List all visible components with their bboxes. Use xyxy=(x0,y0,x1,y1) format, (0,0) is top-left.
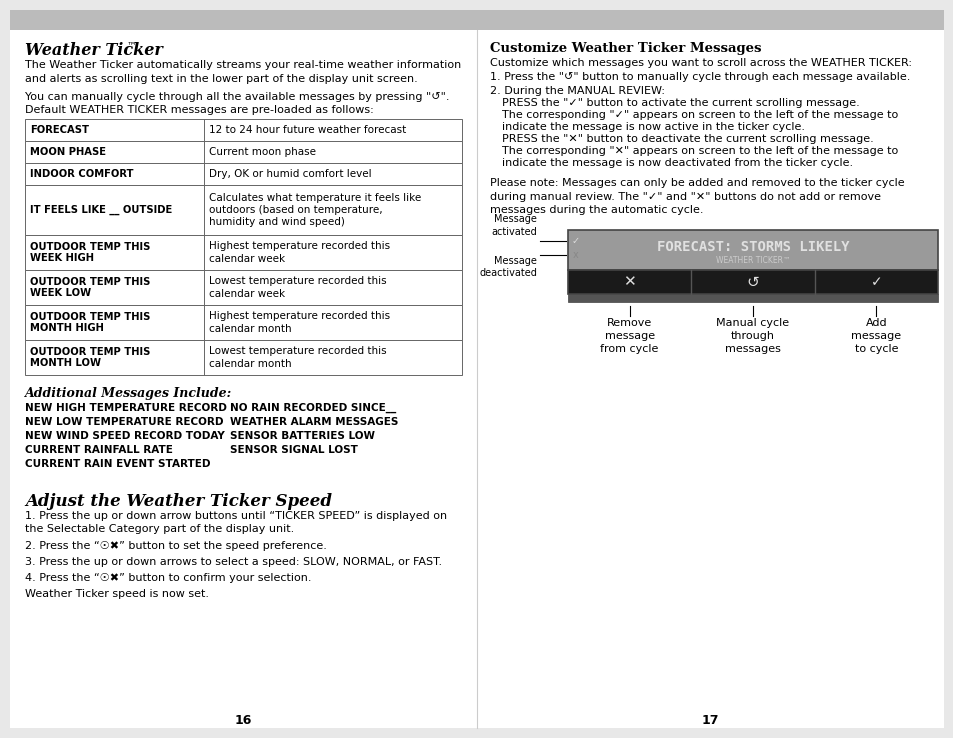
Bar xyxy=(25,340,461,375)
Text: Weather Ticker speed is now set.: Weather Ticker speed is now set. xyxy=(25,589,209,599)
Text: Customize Weather Ticker Messages: Customize Weather Ticker Messages xyxy=(490,42,760,55)
Text: Please note: Messages can only be added and removed to the ticker cycle
during m: Please note: Messages can only be added … xyxy=(490,178,903,215)
Text: 17: 17 xyxy=(700,714,718,726)
Bar xyxy=(567,294,937,302)
Text: 4. Press the “☉✖” button to confirm your selection.: 4. Press the “☉✖” button to confirm your… xyxy=(25,573,312,583)
Bar xyxy=(567,270,937,294)
Text: indicate the message is now deactivated from the ticker cycle.: indicate the message is now deactivated … xyxy=(501,158,852,168)
Text: PRESS the "✕" button to deactivate the current scrolling message.: PRESS the "✕" button to deactivate the c… xyxy=(501,134,873,144)
Text: NEW WIND SPEED RECORD TODAY: NEW WIND SPEED RECORD TODAY xyxy=(25,431,225,441)
Text: ✓: ✓ xyxy=(869,275,882,289)
Text: NO RAIN RECORDED SINCE__: NO RAIN RECORDED SINCE__ xyxy=(230,403,395,413)
Text: FORECAST: FORECAST xyxy=(30,125,89,135)
Text: Default WEATHER TICKER messages are pre-loaded as follows:: Default WEATHER TICKER messages are pre-… xyxy=(25,105,374,115)
Bar xyxy=(25,163,461,185)
Text: 12 to 24 hour future weather forecast: 12 to 24 hour future weather forecast xyxy=(209,125,406,135)
Bar xyxy=(25,141,461,163)
Bar xyxy=(10,10,943,30)
Text: PRESS the "✓" button to activate the current scrolling message.: PRESS the "✓" button to activate the cur… xyxy=(501,98,859,108)
Text: Dry, OK or humid comfort level: Dry, OK or humid comfort level xyxy=(209,169,372,179)
Text: 3. Press the up or down arrows to select a speed: SLOW, NORMAL, or FAST.: 3. Press the up or down arrows to select… xyxy=(25,557,441,567)
Text: Lowest temperature recorded this
calendar month: Lowest temperature recorded this calenda… xyxy=(209,346,386,369)
Text: Additional Messages Include:: Additional Messages Include: xyxy=(25,387,232,400)
Text: 1. Press the up or down arrow buttons until “TICKER SPEED” is displayed on
the S: 1. Press the up or down arrow buttons un… xyxy=(25,511,447,534)
Bar xyxy=(25,270,461,305)
Text: Current moon phase: Current moon phase xyxy=(209,147,315,157)
Text: You can manually cycle through all the available messages by pressing "↺".: You can manually cycle through all the a… xyxy=(25,92,449,102)
Text: CURRENT RAIN EVENT STARTED: CURRENT RAIN EVENT STARTED xyxy=(25,459,211,469)
Text: WEATHER ALARM MESSAGES: WEATHER ALARM MESSAGES xyxy=(230,417,398,427)
Text: x: x xyxy=(573,249,578,260)
Text: OUTDOOR TEMP THIS
MONTH LOW: OUTDOOR TEMP THIS MONTH LOW xyxy=(30,347,151,368)
Text: Add
message
to cycle: Add message to cycle xyxy=(850,318,901,354)
Bar xyxy=(567,230,937,270)
Text: Calculates what temperature it feels like
outdoors (based on temperature,
humidi: Calculates what temperature it feels lik… xyxy=(209,193,421,227)
Text: Adjust the Weather Ticker Speed: Adjust the Weather Ticker Speed xyxy=(25,493,332,510)
Bar xyxy=(25,185,461,235)
Text: The Weather Ticker automatically streams your real-time weather information
and : The Weather Ticker automatically streams… xyxy=(25,60,460,83)
Text: ↺: ↺ xyxy=(746,275,759,289)
Bar xyxy=(25,305,461,340)
Text: NEW HIGH TEMPERATURE RECORD: NEW HIGH TEMPERATURE RECORD xyxy=(25,403,227,413)
Text: Highest temperature recorded this
calendar week: Highest temperature recorded this calend… xyxy=(209,241,390,263)
Text: Weather Ticker: Weather Ticker xyxy=(25,42,163,59)
Text: CURRENT RAINFALL RATE: CURRENT RAINFALL RATE xyxy=(25,445,172,455)
Text: MOON PHASE: MOON PHASE xyxy=(30,147,106,157)
Text: 16: 16 xyxy=(234,714,252,726)
Text: Lowest temperature recorded this
calendar week: Lowest temperature recorded this calenda… xyxy=(209,276,386,299)
Text: The corresponding "✕" appears on screen to the left of the message to: The corresponding "✕" appears on screen … xyxy=(501,146,898,156)
Text: ™: ™ xyxy=(127,40,136,50)
Text: IT FEELS LIKE __ OUTSIDE: IT FEELS LIKE __ OUTSIDE xyxy=(30,205,172,215)
Text: SENSOR BATTERIES LOW: SENSOR BATTERIES LOW xyxy=(230,431,375,441)
Text: OUTDOOR TEMP THIS
WEEK HIGH: OUTDOOR TEMP THIS WEEK HIGH xyxy=(30,242,151,263)
Bar xyxy=(25,235,461,270)
Text: FORECAST: STORMS LIKELY: FORECAST: STORMS LIKELY xyxy=(656,240,848,254)
Text: ✓: ✓ xyxy=(572,236,579,246)
Bar xyxy=(25,119,461,141)
Text: WEATHER TICKER™: WEATHER TICKER™ xyxy=(715,256,789,265)
Text: ✕: ✕ xyxy=(622,275,636,289)
Text: OUTDOOR TEMP THIS
WEEK LOW: OUTDOOR TEMP THIS WEEK LOW xyxy=(30,277,151,298)
Text: NEW LOW TEMPERATURE RECORD: NEW LOW TEMPERATURE RECORD xyxy=(25,417,223,427)
Text: INDOOR COMFORT: INDOOR COMFORT xyxy=(30,169,133,179)
Text: Customize which messages you want to scroll across the WEATHER TICKER:: Customize which messages you want to scr… xyxy=(490,58,911,68)
Text: indicate the message is now active in the ticker cycle.: indicate the message is now active in th… xyxy=(501,122,804,132)
Text: Remove
message
from cycle: Remove message from cycle xyxy=(599,318,659,354)
Text: Manual cycle
through
messages: Manual cycle through messages xyxy=(716,318,789,354)
Text: The corresponding "✓" appears on screen to the left of the message to: The corresponding "✓" appears on screen … xyxy=(501,110,898,120)
Text: Message
activated: Message activated xyxy=(491,215,537,237)
Text: 2. Press the “☉✖” button to set the speed preference.: 2. Press the “☉✖” button to set the spee… xyxy=(25,541,327,551)
Text: SENSOR SIGNAL LOST: SENSOR SIGNAL LOST xyxy=(230,445,357,455)
Text: Highest temperature recorded this
calendar month: Highest temperature recorded this calend… xyxy=(209,311,390,334)
Text: Message
deactivated: Message deactivated xyxy=(478,256,537,278)
Text: OUTDOOR TEMP THIS
MONTH HIGH: OUTDOOR TEMP THIS MONTH HIGH xyxy=(30,311,151,334)
Text: 1. Press the "↺" button to manually cycle through each message available.: 1. Press the "↺" button to manually cycl… xyxy=(490,72,909,82)
Text: 2. During the MANUAL REVIEW:: 2. During the MANUAL REVIEW: xyxy=(490,86,664,96)
